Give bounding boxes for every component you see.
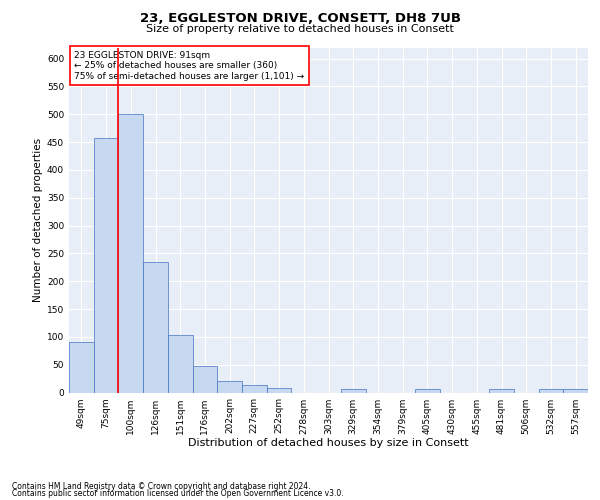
Bar <box>489 388 514 392</box>
Bar <box>193 366 217 392</box>
Bar <box>341 388 365 392</box>
Text: 23 EGGLESTON DRIVE: 91sqm
← 25% of detached houses are smaller (360)
75% of semi: 23 EGGLESTON DRIVE: 91sqm ← 25% of detac… <box>74 51 304 80</box>
Bar <box>143 262 168 392</box>
Bar <box>267 388 292 392</box>
Bar <box>563 388 588 392</box>
Bar <box>94 138 118 392</box>
Bar <box>168 335 193 392</box>
Bar <box>415 388 440 392</box>
Bar <box>217 382 242 392</box>
Text: Contains HM Land Registry data © Crown copyright and database right 2024.: Contains HM Land Registry data © Crown c… <box>12 482 311 491</box>
Text: Contains public sector information licensed under the Open Government Licence v3: Contains public sector information licen… <box>12 490 344 498</box>
X-axis label: Distribution of detached houses by size in Consett: Distribution of detached houses by size … <box>188 438 469 448</box>
Y-axis label: Number of detached properties: Number of detached properties <box>33 138 43 302</box>
Bar <box>69 342 94 392</box>
Text: 23, EGGLESTON DRIVE, CONSETT, DH8 7UB: 23, EGGLESTON DRIVE, CONSETT, DH8 7UB <box>139 12 461 24</box>
Text: Size of property relative to detached houses in Consett: Size of property relative to detached ho… <box>146 24 454 34</box>
Bar <box>539 388 563 392</box>
Bar <box>118 114 143 392</box>
Bar <box>242 386 267 392</box>
